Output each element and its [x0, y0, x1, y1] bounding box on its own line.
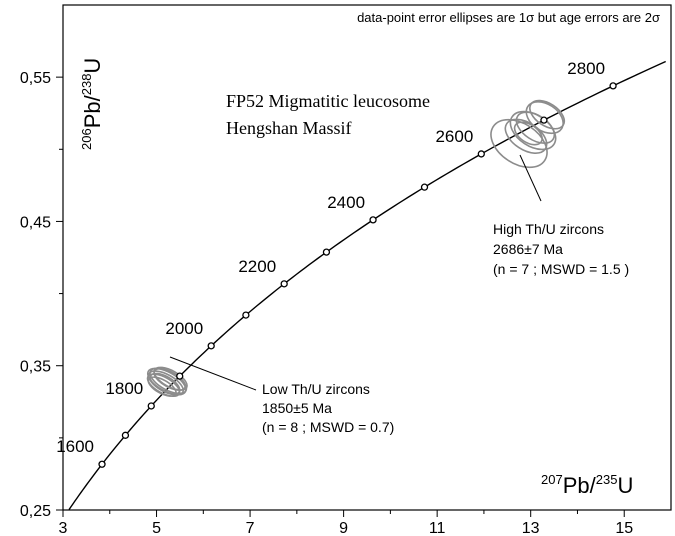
concordia-point-1900: [176, 372, 184, 380]
age-label-2400: 2400: [327, 193, 365, 212]
high-thu-leader: [519, 154, 542, 202]
y-axis-sup-206: 206: [79, 128, 94, 150]
concordia-point-2600: [477, 150, 485, 158]
y-axis-title: 206Pb/238U: [79, 58, 105, 150]
error-ellipse: [509, 110, 557, 151]
concordia-point-1700: [121, 431, 130, 439]
concordia-point-2200: [280, 280, 288, 288]
error-ellipse: [529, 99, 566, 130]
age-label-2800: 2800: [567, 59, 605, 78]
concordia-point-2300: [322, 248, 331, 256]
error-note: data-point error ellipses are 1σ but age…: [357, 10, 660, 25]
x-tick-label: 11: [429, 520, 446, 536]
age-label-2200: 2200: [238, 257, 276, 276]
age-label-2600: 2600: [435, 127, 473, 146]
high-thu-label: High Th/U zircons: [493, 221, 604, 237]
x-axis-pb: Pb/: [563, 473, 597, 498]
x-tick-label: 3: [59, 520, 68, 536]
concordia-point-2500: [420, 183, 429, 191]
chart-title: FP52 Migmatitic leucosome: [226, 91, 430, 111]
y-axis-pb: Pb/: [80, 94, 105, 128]
concordia-point-2700: [540, 116, 548, 124]
y-tick-label: 0,45: [20, 214, 51, 231]
age-label-1800: 1800: [105, 379, 143, 398]
error-ellipse: [490, 118, 548, 169]
concordia-age-points: [98, 82, 617, 468]
y-axis-sup-238: 238: [79, 74, 94, 96]
x-ticks: 3 5 7 9 11 13 15: [59, 510, 633, 536]
x-tick-label: 9: [339, 520, 348, 536]
y-ticks: 0,25 0,35 0,45 0,55: [20, 70, 63, 520]
y-tick-label: 0,25: [20, 503, 51, 520]
chart-subtitle: Hengshan Massif: [226, 118, 351, 138]
y-tick-label: 0,55: [20, 70, 51, 87]
error-ellipses: [146, 99, 566, 398]
low-thu-label: Low Th/U zircons: [262, 381, 370, 397]
concordia-point-2800: [609, 82, 617, 90]
plot-frame: [62, 4, 672, 511]
age-label-2000: 2000: [165, 319, 203, 338]
error-ellipse: [513, 121, 543, 146]
low-thu-leader: [169, 356, 257, 391]
high-thu-stats: (n = 7 ; MSWD = 1.5 ): [493, 261, 629, 277]
x-axis-sup-235: 235: [596, 472, 618, 487]
x-axis-u: U: [617, 473, 633, 498]
concordia-point-1600: [98, 460, 106, 468]
concordia-point-2400: [369, 216, 377, 224]
age-label-1600: 1600: [56, 437, 94, 456]
concordia-curve: [68, 60, 666, 510]
x-tick-label: 5: [152, 520, 161, 536]
low-thu-stats: (n = 8 ; MSWD = 0.7): [262, 419, 394, 435]
x-tick-label: 13: [522, 520, 540, 536]
x-tick-label: 7: [246, 520, 255, 536]
error-ellipse: [146, 367, 187, 396]
error-ellipse: [153, 367, 186, 391]
y-tick-label: 0,35: [20, 359, 51, 376]
x-tick-label: 15: [615, 520, 633, 536]
concordia-point-1800: [147, 402, 155, 410]
error-ellipse: [149, 372, 181, 395]
concordia-point-2100: [242, 311, 250, 319]
low-thu-age: 1850±5 Ma: [262, 400, 332, 416]
x-axis-title: 207Pb/235U: [541, 472, 633, 498]
concordia-point-2000: [207, 342, 215, 350]
x-axis-sup-207: 207: [541, 472, 563, 487]
high-thu-age: 2686±7 Ma: [493, 241, 563, 257]
concordia-age-labels: 1600 1800 2000 2200 2400 2600 2800: [56, 59, 605, 456]
y-axis-u: U: [80, 58, 105, 74]
